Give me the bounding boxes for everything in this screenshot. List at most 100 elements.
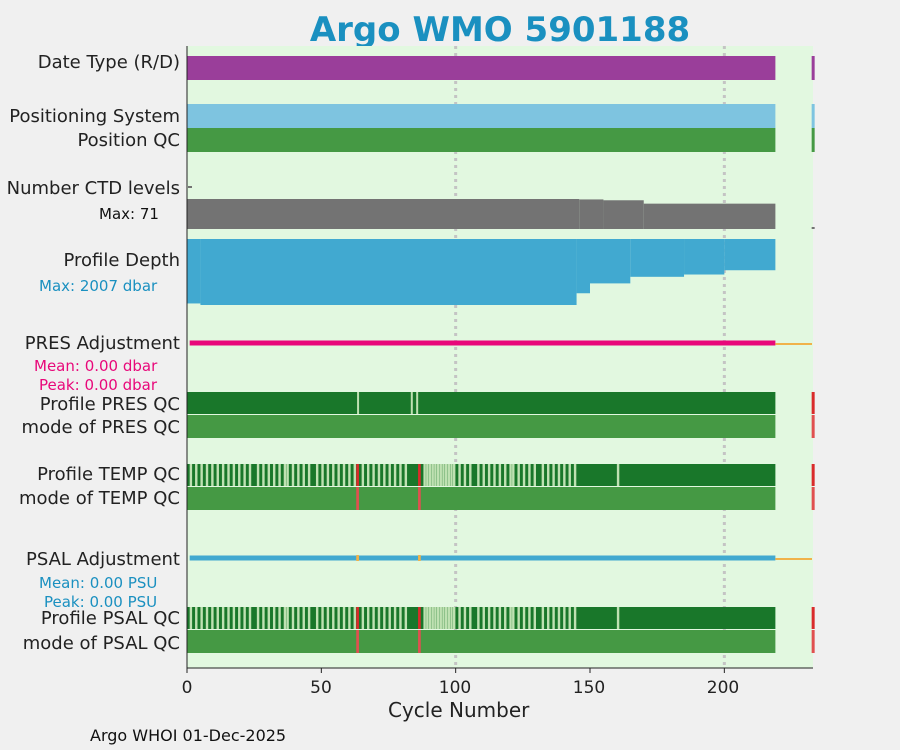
profile-psal-qc-mark xyxy=(404,607,408,629)
x-tick-label: 200 xyxy=(706,678,740,698)
pres-adjustment-mean: Mean: 0.00 dbar xyxy=(34,357,158,375)
profile-temp-qc-mark xyxy=(267,464,271,486)
positioning-system-extra-mark xyxy=(811,104,815,128)
row-label-date-type: Date Type (R/D) xyxy=(37,52,180,73)
ctd-levels-bar xyxy=(187,199,580,229)
profile-temp-qc-mark xyxy=(372,464,375,486)
profile-psal-qc-mark xyxy=(286,607,289,629)
x-tick-label: 50 xyxy=(310,678,332,698)
profile-pres-qc-mark xyxy=(357,392,360,414)
profile-psal-qc-mark xyxy=(616,607,620,629)
profile-psal-qc-mark xyxy=(200,607,203,629)
profile-temp-qc-mark xyxy=(444,464,448,486)
row-label-profile-temp-qc: Profile TEMP QC xyxy=(37,464,180,485)
profile-psal-qc-mark xyxy=(232,607,236,629)
profile-temp-qc-mark xyxy=(353,464,356,486)
profile-depth-bar xyxy=(684,239,725,275)
profile-psal-qc-mark xyxy=(377,607,381,629)
profile-temp-qc-mark xyxy=(332,464,335,486)
profile-psal-qc-mark xyxy=(463,607,467,629)
profile-temp-qc-mark xyxy=(243,464,246,486)
profile-psal-qc-mark xyxy=(533,607,537,629)
profile-temp-qc-mark xyxy=(563,464,566,486)
profile-temp-qc-mark xyxy=(200,464,203,486)
profile-temp-qc-mark xyxy=(399,464,402,486)
profile-temp-qc-mark xyxy=(557,464,561,486)
profile-temp-qc-mark xyxy=(573,464,577,486)
profile-psal-qc-bad-mark xyxy=(356,607,359,629)
profile-pres-qc-mark xyxy=(410,392,413,414)
profile-temp-qc-mark xyxy=(547,464,550,486)
profile-psal-qc-mark xyxy=(439,607,442,629)
profile-psal-qc-mark xyxy=(361,607,365,629)
profile-temp-qc-mark xyxy=(522,464,526,486)
profile-psal-qc-mark xyxy=(326,607,330,629)
profile-temp-qc-mark xyxy=(463,464,467,486)
profile-psal-qc-mark xyxy=(278,607,281,629)
profile-psal-qc-mark xyxy=(367,607,370,629)
profile-temp-qc-mark xyxy=(238,464,241,486)
profile-temp-qc-mark xyxy=(348,464,351,486)
profile-temp-qc-mark xyxy=(189,464,193,486)
profile-temp-qc-mark xyxy=(552,464,555,486)
profile-psal-qc-mark xyxy=(452,607,456,629)
ctd-levels-bar xyxy=(603,200,644,229)
profile-temp-qc-mark xyxy=(528,464,531,486)
profile-temp-qc-mark xyxy=(286,464,289,486)
profile-temp-qc-mark xyxy=(216,464,219,486)
profile-temp-qc-mark xyxy=(302,464,305,486)
profile-temp-qc-mark xyxy=(423,464,426,486)
profile-temp-qc-mark xyxy=(227,464,230,486)
x-tick-label: 150 xyxy=(572,678,606,698)
profile-psal-qc-mark xyxy=(498,607,502,629)
mode-pres-qc-bar xyxy=(187,415,776,438)
row-label-mode-pres-qc: mode of PRES QC xyxy=(21,417,180,438)
profile-psal-qc-mark xyxy=(522,607,526,629)
profile-psal-qc-mark xyxy=(321,607,324,629)
profile-temp-qc-mark xyxy=(297,464,300,486)
profile-temp-qc-mark xyxy=(458,464,461,486)
profile-psal-qc-mark xyxy=(450,607,453,629)
profile-depth-bar xyxy=(576,239,591,294)
profile-temp-qc-mark xyxy=(256,464,260,486)
profile-psal-qc-mark xyxy=(388,607,391,629)
profile-temp-qc-mark xyxy=(383,464,386,486)
profile-depth-bar xyxy=(590,239,631,284)
row-label-profile-psal-qc: Profile PSAL QC xyxy=(40,608,180,629)
row-label-profile-depth: Profile Depth xyxy=(63,250,180,271)
chart-title: Argo WMO 5901188 xyxy=(309,10,691,50)
date-type-extra-mark xyxy=(811,56,815,80)
ctd-levels-max: Max: 71 xyxy=(99,205,159,223)
profile-temp-qc-mark xyxy=(616,464,620,486)
mode-pres-qc-extra-mark xyxy=(811,415,815,438)
row-label-number-ctd-levels: Number CTD levels xyxy=(6,178,180,199)
profile-temp-qc-mark xyxy=(195,464,198,486)
profile-psal-qc-mark xyxy=(262,607,265,629)
profile-psal-qc-mark xyxy=(291,607,295,629)
profile-psal-qc-mark xyxy=(315,607,319,629)
profile-temp-qc-mark xyxy=(477,464,480,486)
row-label-mode-psal-qc: mode of PSAL QC xyxy=(22,633,180,654)
profile-psal-qc-mark xyxy=(509,607,512,629)
profile-depth-max: Max: 2007 dbar xyxy=(39,277,158,295)
profile-temp-qc-mark xyxy=(342,464,346,486)
profile-temp-qc-mark xyxy=(512,464,515,486)
profile-psal-qc-mark xyxy=(493,607,496,629)
mode-temp-qc-bad-mark xyxy=(418,487,421,510)
profile-psal-qc-mark xyxy=(283,607,287,629)
profile-temp-qc-mark xyxy=(377,464,381,486)
profile-psal-qc-mark xyxy=(541,607,545,629)
mode-temp-qc-bar xyxy=(187,487,776,510)
profile-psal-qc-mark xyxy=(238,607,241,629)
profile-temp-qc-mark xyxy=(307,464,311,486)
profile-psal-qc-mark xyxy=(557,607,561,629)
profile-temp-qc-mark xyxy=(262,464,265,486)
profile-temp-qc-mark xyxy=(232,464,236,486)
positioning-system-bar xyxy=(187,104,776,128)
x-tick-label: 100 xyxy=(438,678,472,698)
profile-psal-qc-mark xyxy=(267,607,271,629)
profile-psal-qc-mark xyxy=(337,607,340,629)
profile-temp-qc-extra-mark xyxy=(811,464,815,486)
profile-psal-qc-mark xyxy=(205,607,209,629)
profile-psal-qc-mark xyxy=(189,607,193,629)
